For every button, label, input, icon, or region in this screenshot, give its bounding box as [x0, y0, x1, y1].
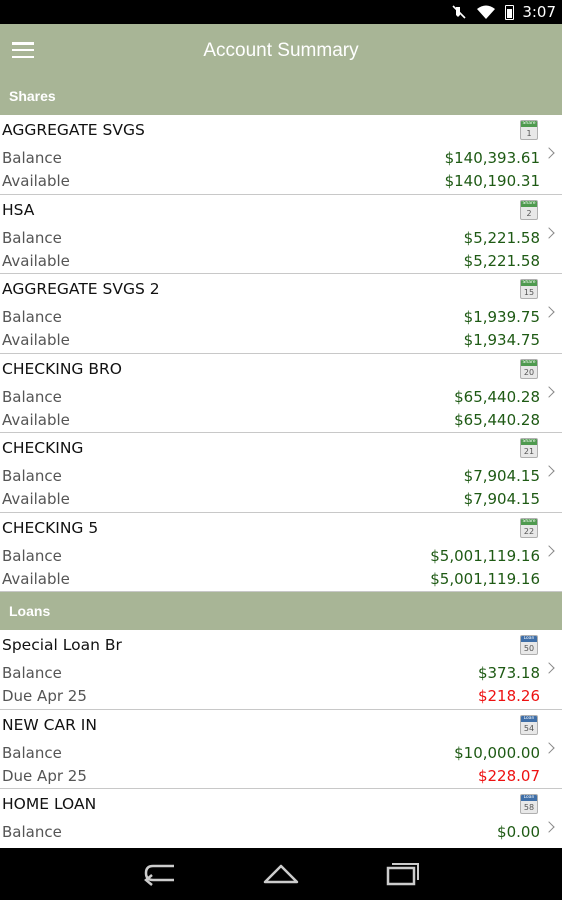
- account-item[interactable]: AGGREGATE SVGS 2 Share 15 Balance $1,939.7…: [0, 274, 562, 354]
- chevron-right-icon: [543, 226, 555, 239]
- balance-value: $140,393.61: [444, 149, 540, 167]
- available-value: $5,221.58: [463, 251, 540, 270]
- wifi-icon: [477, 5, 496, 19]
- section-header-shares: Shares: [0, 77, 562, 115]
- account-item[interactable]: Special Loan Br Loan 50 Balance $373.18 Du…: [0, 630, 562, 710]
- balance-label: Balance: [2, 467, 62, 485]
- mute-icon: [452, 5, 466, 19]
- balance-label: Balance: [2, 387, 62, 406]
- page-title: Account Summary: [203, 39, 359, 61]
- chevron-right-icon: [543, 385, 555, 398]
- account-name: HOME LOAN: [2, 795, 97, 813]
- account-item[interactable]: NEW CAR IN Loan 54 Balance $10,000.00 Due …: [0, 709, 562, 789]
- share-badge-icon: Share 2: [520, 199, 538, 220]
- available-value: $140,190.31: [444, 172, 540, 190]
- available-label: Available: [2, 410, 70, 429]
- balance-value: $5,221.58: [463, 228, 540, 247]
- chevron-right-icon: [543, 741, 555, 754]
- account-name: CHECKING BRO: [2, 359, 122, 378]
- balance-label: Balance: [2, 823, 62, 841]
- home-icon[interactable]: [263, 862, 299, 886]
- share-badge-icon: Share 15: [520, 279, 538, 299]
- available-label: Available: [2, 569, 70, 588]
- due-date-label: Due Apr 25: [2, 687, 87, 705]
- balance-label: Balance: [2, 743, 62, 762]
- account-name: HSA: [2, 200, 35, 219]
- account-name: CHECKING: [2, 439, 84, 457]
- account-item[interactable]: AGGREGATE SVGS Share 1 Balance $140,393.61…: [0, 115, 562, 195]
- available-value: $65,440.28: [454, 410, 540, 429]
- account-name: NEW CAR IN: [2, 715, 97, 734]
- available-label: Available: [2, 490, 70, 508]
- share-badge-icon: Share 1: [520, 120, 538, 140]
- account-item[interactable]: HSA Share 2 Balance $5,221.58 Available $5,…: [0, 194, 562, 274]
- due-amount: $218.26: [477, 687, 540, 705]
- due-date-label: Due Apr 25: [2, 766, 87, 785]
- available-label: Available: [2, 251, 70, 270]
- balance-value: $5,001,119.16: [430, 546, 540, 565]
- share-badge-icon: Share 20: [520, 358, 538, 379]
- back-icon[interactable]: [144, 862, 180, 886]
- balance-value: $1,939.75: [463, 308, 540, 326]
- chevron-right-icon: [543, 465, 555, 477]
- balance-value: $10,000.00: [454, 743, 540, 762]
- loan-badge-icon: Loan 58: [520, 794, 538, 814]
- account-item[interactable]: CHECKING 5 Share 22 Balance $5,001,119.16 …: [0, 512, 562, 592]
- chevron-right-icon: [543, 306, 555, 318]
- balance-label: Balance: [2, 149, 62, 167]
- account-name: Special Loan Br: [2, 636, 122, 654]
- available-label: Available: [2, 172, 70, 190]
- balance-label: Balance: [2, 228, 62, 247]
- system-nav-bar: [0, 848, 562, 900]
- account-name: AGGREGATE SVGS: [2, 121, 145, 139]
- status-bar: 3:07: [0, 0, 562, 24]
- account-item[interactable]: CHECKING Share 21 Balance $7,904.15 Availa…: [0, 433, 562, 513]
- section-header-loans: Loans: [0, 592, 562, 630]
- share-badge-icon: Share 21: [520, 438, 538, 458]
- chevron-right-icon: [543, 821, 555, 833]
- balance-value: $65,440.28: [454, 387, 540, 406]
- account-name: CHECKING 5: [2, 518, 99, 537]
- balance-label: Balance: [2, 308, 62, 326]
- balance-label: Balance: [2, 546, 62, 565]
- balance-value: $373.18: [477, 664, 540, 682]
- status-time: 3:07: [522, 3, 556, 21]
- battery-icon: [505, 4, 515, 20]
- account-item[interactable]: HOME LOAN Loan 58 Balance $0.00: [0, 789, 562, 848]
- recent-apps-icon[interactable]: [384, 862, 420, 886]
- app-bar: Account Summary: [0, 24, 562, 77]
- chevron-right-icon: [543, 662, 555, 674]
- due-amount: $228.07: [477, 766, 540, 785]
- share-badge-icon: Share 22: [520, 517, 538, 538]
- balance-label: Balance: [2, 664, 62, 682]
- available-value: $5,001,119.16: [430, 569, 540, 588]
- hamburger-menu-icon[interactable]: [12, 42, 34, 58]
- chevron-right-icon: [543, 544, 555, 557]
- account-item[interactable]: CHECKING BRO Share 20 Balance $65,440.28 A…: [0, 353, 562, 433]
- available-value: $1,934.75: [463, 331, 540, 349]
- account-name: AGGREGATE SVGS 2: [2, 280, 160, 298]
- loan-badge-icon: Loan 50: [520, 635, 538, 655]
- chevron-right-icon: [543, 147, 555, 159]
- available-value: $7,904.15: [463, 490, 540, 508]
- balance-value: $0.00: [497, 823, 540, 841]
- account-list[interactable]: Shares AGGREGATE SVGS Share 1 Balance $140…: [0, 77, 562, 848]
- available-label: Available: [2, 331, 70, 349]
- loan-badge-icon: Loan 54: [520, 714, 538, 735]
- balance-value: $7,904.15: [463, 467, 540, 485]
